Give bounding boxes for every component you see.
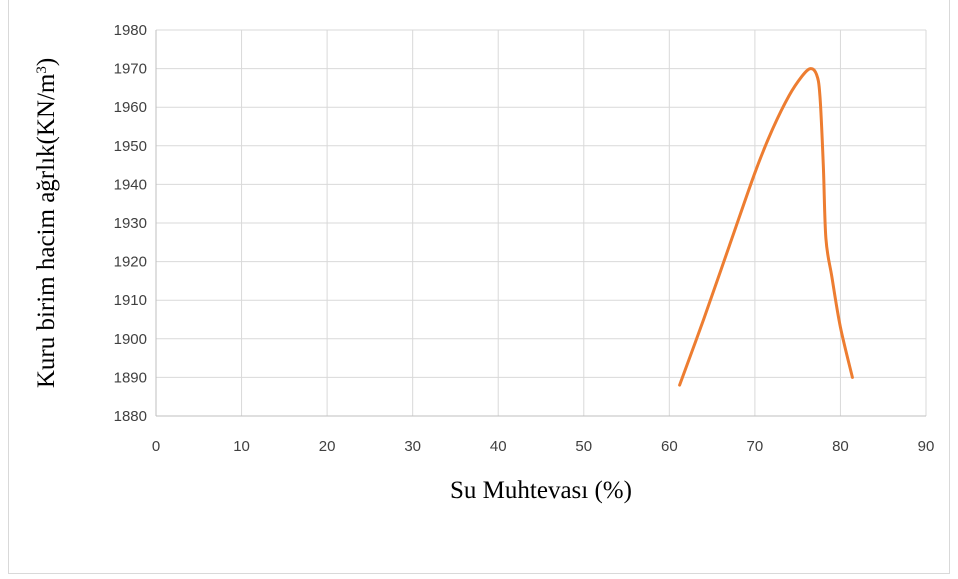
series-line bbox=[678, 67, 854, 387]
y-axis-title-close: ) bbox=[33, 58, 60, 66]
y-tick-label: 1970 bbox=[114, 61, 147, 78]
grid-lines bbox=[155, 29, 927, 417]
y-tick-labels: 1880 1890 1900 1910 1920 1930 1940 1950 1960 1970… bbox=[114, 22, 147, 425]
x-tick-label: 80 bbox=[832, 438, 849, 455]
y-tick-label: 1950 bbox=[114, 138, 147, 155]
y-tick-label: 1920 bbox=[114, 254, 147, 271]
chart-area: 1880 1890 1900 1910 1920 1930 1940 1950 1960 1970… bbox=[8, 0, 950, 574]
y-tick-label: 1980 bbox=[114, 22, 147, 39]
x-tick-label: 0 bbox=[152, 438, 160, 455]
x-tick-label: 30 bbox=[404, 438, 421, 455]
y-tick-label: 1900 bbox=[114, 331, 147, 348]
x-tick-label: 20 bbox=[319, 438, 336, 455]
x-axis-title: Su Muhtevası (%) bbox=[450, 477, 632, 504]
x-tick-label: 40 bbox=[490, 438, 507, 455]
y-axis-title: Kuru birim hacim ağrlık(KN/m3) bbox=[33, 58, 60, 388]
y-tick-label: 1910 bbox=[114, 292, 147, 309]
x-tick-label: 50 bbox=[575, 438, 592, 455]
y-axis-title-superscript: 3 bbox=[34, 66, 50, 74]
x-tick-label: 70 bbox=[747, 438, 764, 455]
y-axis-title-main: Kuru birim hacim ağrlık(KN/m bbox=[33, 73, 60, 388]
x-tick-labels: 0 10 20 30 40 50 60 70 80 90 bbox=[152, 438, 935, 455]
y-tick-label: 1880 bbox=[114, 408, 147, 425]
x-tick-label: 90 bbox=[918, 438, 935, 455]
y-tick-label: 1890 bbox=[114, 369, 147, 386]
line-chart: 1880 1890 1900 1910 1920 1930 1940 1950 1960 1970… bbox=[33, 22, 935, 504]
y-tick-label: 1940 bbox=[114, 176, 147, 193]
x-tick-label: 10 bbox=[233, 438, 250, 455]
series-lines bbox=[678, 67, 854, 387]
y-tick-label: 1960 bbox=[114, 99, 147, 116]
y-tick-label: 1930 bbox=[114, 215, 147, 232]
x-tick-label: 60 bbox=[661, 438, 678, 455]
